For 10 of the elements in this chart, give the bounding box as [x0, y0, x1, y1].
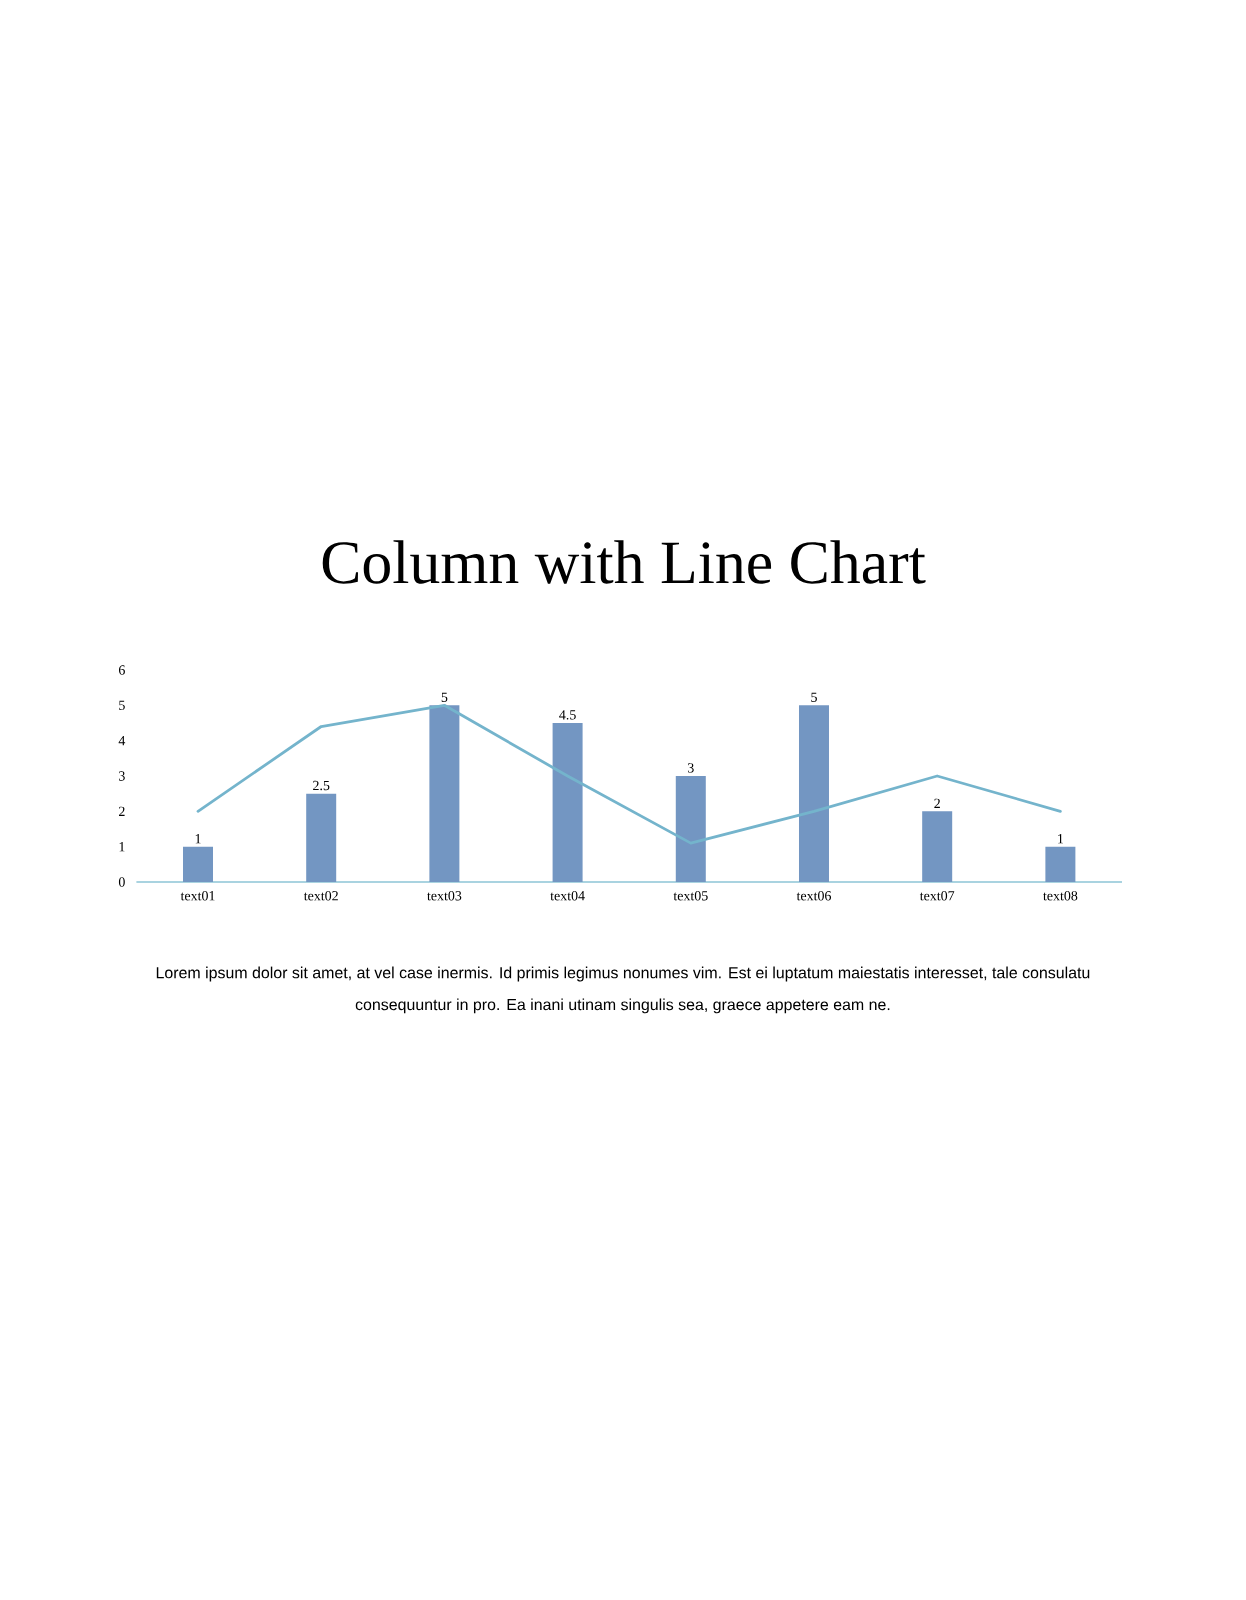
chart-title: Column with Line Chart — [322, 540, 926, 584]
bar — [429, 705, 460, 882]
bar — [183, 846, 213, 882]
bar — [675, 775, 706, 882]
line-series — [196, 703, 1062, 845]
bar — [306, 793, 337, 882]
bar — [798, 705, 829, 882]
bar — [552, 722, 583, 882]
bar — [1045, 846, 1076, 882]
bar — [922, 811, 953, 882]
